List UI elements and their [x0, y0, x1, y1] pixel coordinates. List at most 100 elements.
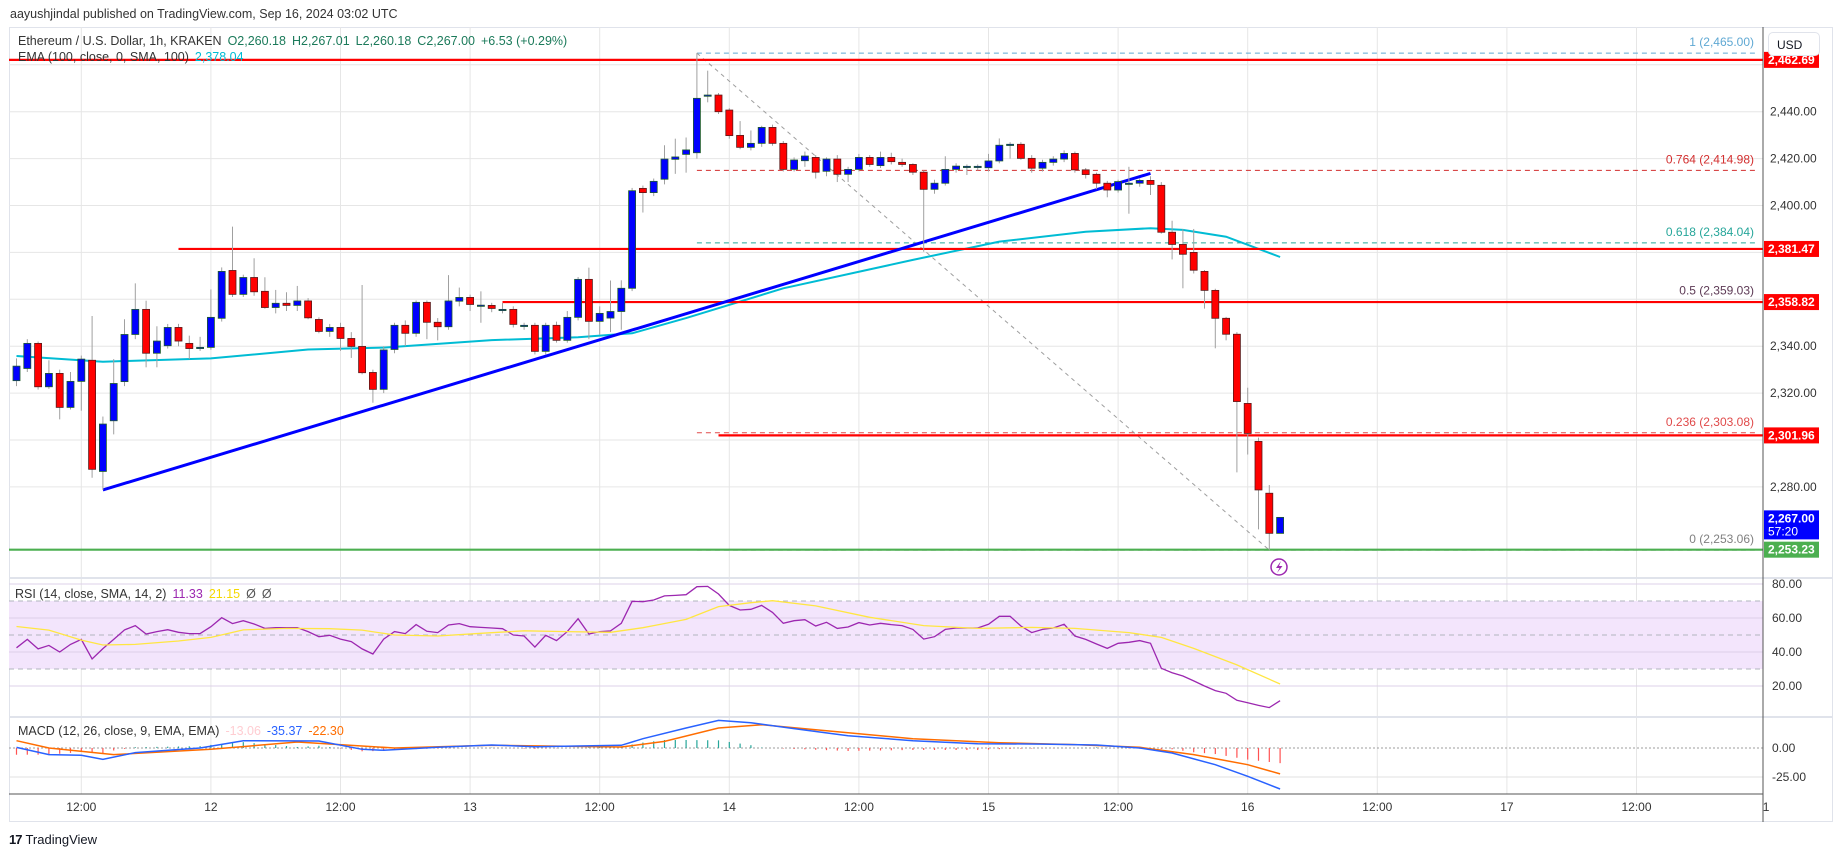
- candle[interactable]: [455, 287, 464, 307]
- candle[interactable]: [142, 300, 151, 368]
- candle[interactable]: [55, 369, 64, 420]
- rsi-pane[interactable]: [9, 27, 1763, 794]
- candle[interactable]: [250, 258, 259, 296]
- candle[interactable]: [822, 157, 831, 177]
- candle[interactable]: [1265, 485, 1274, 551]
- candle[interactable]: [304, 298, 313, 320]
- candle[interactable]: [509, 306, 518, 328]
- candle[interactable]: [639, 185, 647, 213]
- candle[interactable]: [152, 326, 161, 368]
- ema-legend[interactable]: EMA (100, close, 0, SMA, 100) 2,378.04: [18, 50, 250, 64]
- candle[interactable]: [1071, 151, 1079, 173]
- candle[interactable]: [1233, 332, 1241, 473]
- candle[interactable]: [941, 156, 950, 186]
- candle[interactable]: [368, 369, 377, 403]
- candle[interactable]: [736, 121, 744, 150]
- candle[interactable]: [855, 153, 863, 172]
- candle[interactable]: [325, 323, 334, 337]
- candle[interactable]: [952, 163, 960, 173]
- candle[interactable]: [585, 267, 593, 340]
- candle[interactable]: [1146, 176, 1155, 195]
- candle[interactable]: [185, 335, 194, 360]
- candle[interactable]: [844, 166, 852, 183]
- candle[interactable]: [1276, 516, 1284, 534]
- candle[interactable]: [45, 360, 53, 389]
- candle[interactable]: [1006, 142, 1014, 159]
- candle[interactable]: [725, 108, 734, 139]
- candle[interactable]: [1081, 167, 1090, 179]
- candle[interactable]: [660, 145, 669, 185]
- candle[interactable]: [77, 355, 86, 411]
- candle[interactable]: [1254, 437, 1263, 530]
- trendline[interactable]: [102, 171, 1151, 492]
- candle[interactable]: [909, 163, 917, 176]
- candle[interactable]: [498, 303, 507, 314]
- candle[interactable]: [779, 141, 788, 172]
- currency-button[interactable]: USD: [1768, 32, 1820, 56]
- candle[interactable]: [228, 226, 237, 297]
- candle[interactable]: [1211, 288, 1220, 349]
- candle[interactable]: [282, 292, 291, 312]
- candle[interactable]: [239, 274, 248, 297]
- candle[interactable]: [1135, 178, 1144, 187]
- candle[interactable]: [422, 300, 431, 340]
- candle[interactable]: [574, 277, 582, 321]
- candle[interactable]: [617, 280, 626, 330]
- candle[interactable]: [628, 187, 636, 292]
- candle[interactable]: [995, 138, 1004, 164]
- candle[interactable]: [347, 332, 356, 358]
- candle[interactable]: [801, 151, 809, 167]
- candle[interactable]: [973, 164, 982, 171]
- candle[interactable]: [552, 321, 561, 343]
- candle[interactable]: [1243, 387, 1252, 455]
- lightning-icon[interactable]: [1270, 558, 1288, 576]
- candle[interactable]: [1017, 142, 1025, 160]
- candle[interactable]: [1092, 172, 1101, 190]
- candle[interactable]: [401, 320, 410, 347]
- candle[interactable]: [163, 323, 172, 349]
- candle[interactable]: [293, 285, 302, 312]
- candle[interactable]: [34, 341, 42, 390]
- candle[interactable]: [682, 137, 690, 173]
- candle[interactable]: [1200, 269, 1209, 309]
- candle[interactable]: [1168, 220, 1176, 260]
- candle[interactable]: [898, 158, 906, 167]
- candle[interactable]: [23, 339, 32, 372]
- candle[interactable]: [444, 275, 453, 330]
- candle[interactable]: [217, 267, 226, 322]
- candle[interactable]: [109, 359, 118, 435]
- candle[interactable]: [1125, 166, 1133, 214]
- candle[interactable]: [260, 277, 269, 309]
- candle[interactable]: [963, 164, 971, 176]
- candle[interactable]: [314, 317, 323, 334]
- candle[interactable]: [757, 125, 766, 147]
- candle[interactable]: [876, 151, 885, 168]
- candle[interactable]: [1060, 150, 1068, 163]
- candle[interactable]: [358, 284, 367, 375]
- macd-legend[interactable]: MACD (12, 26, close, 9, EMA, EMA) -13.06-…: [18, 724, 350, 738]
- candle[interactable]: [790, 157, 798, 172]
- candle[interactable]: [196, 336, 205, 351]
- tradingview-logo[interactable]: 17 TradingView: [9, 832, 97, 847]
- candle[interactable]: [649, 178, 658, 197]
- candle[interactable]: [984, 153, 993, 172]
- candle[interactable]: [1103, 180, 1112, 198]
- candle[interactable]: [271, 289, 280, 314]
- candle[interactable]: [1179, 228, 1187, 289]
- candle[interactable]: [520, 322, 528, 330]
- candle[interactable]: [1189, 228, 1198, 274]
- candle[interactable]: [930, 179, 939, 194]
- candle[interactable]: [811, 155, 820, 179]
- candle[interactable]: [433, 318, 442, 341]
- rsi-legend[interactable]: RSI (14, close, SMA, 14, 2) 11.33 21.15 Ø Ø: [15, 587, 278, 601]
- candle[interactable]: [131, 283, 140, 340]
- candle[interactable]: [1222, 316, 1230, 341]
- candle[interactable]: [390, 322, 399, 354]
- candle[interactable]: [1157, 182, 1166, 234]
- candle[interactable]: [595, 306, 604, 335]
- candle[interactable]: [12, 358, 21, 387]
- candle[interactable]: [531, 322, 539, 355]
- candle[interactable]: [865, 155, 874, 167]
- candle[interactable]: [66, 371, 75, 410]
